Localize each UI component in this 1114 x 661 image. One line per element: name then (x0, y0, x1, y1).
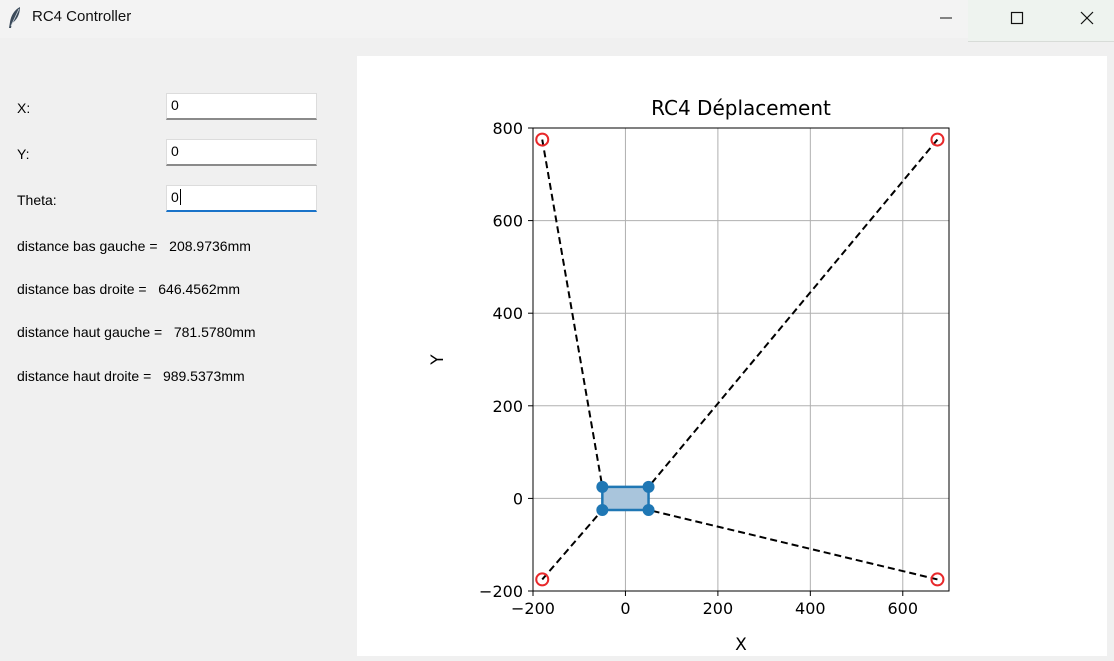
y-tick-label: 800 (492, 119, 523, 138)
x-label: X: (17, 100, 31, 116)
robot-corner-point (642, 503, 655, 516)
robot-corner-point (596, 503, 609, 516)
plot-frame (532, 127, 950, 592)
cable-line (541, 139, 604, 487)
distance-label: distance haut droite = (17, 368, 156, 384)
distance-label: distance bas gauche = (17, 238, 162, 254)
minimize-icon (940, 17, 952, 19)
deplacement-chart: −200 0 200 400 600 −200 0 200 400 600 800 RC4 Dépl… (428, 96, 950, 655)
robot-body (601, 485, 650, 512)
y-input-value: 0 (171, 143, 179, 159)
anchor-point (535, 572, 550, 587)
distance-bas-droite: distance bas droite = 646.4562mm (17, 281, 240, 297)
x-input-value: 0 (171, 97, 179, 113)
distance-value: 781.5780mm (173, 324, 256, 340)
y-tick-label: 0 (513, 489, 523, 508)
distance-haut-gauche: distance haut gauche = 781.5780mm (17, 324, 256, 340)
maximize-button[interactable] (994, 0, 1040, 36)
distance-bas-gauche: distance bas gauche = 208.9736mm (17, 238, 251, 254)
y-tick-label: 200 (492, 397, 523, 416)
distance-value: 989.5373mm (162, 368, 245, 384)
close-button[interactable] (1064, 0, 1110, 36)
cable-line (541, 509, 604, 581)
y-label: Y: (17, 146, 30, 162)
theta-input[interactable]: 0 (166, 185, 317, 212)
x-tick-label: 0 (620, 599, 630, 618)
x-tick-label: 400 (795, 599, 826, 618)
anchor-point (930, 132, 945, 147)
distance-haut-droite: distance haut droite = 989.5373mm (17, 368, 245, 384)
x-tick-label: −200 (511, 599, 555, 618)
x-input[interactable]: 0 (166, 93, 317, 120)
theta-input-value: 0 (171, 189, 179, 205)
window-title: RC4 Controller (32, 8, 132, 25)
y-tick-label: 400 (492, 304, 523, 323)
close-icon (1080, 11, 1094, 25)
text-caret (179, 189, 181, 205)
cable-line (648, 509, 938, 581)
y-input[interactable]: 0 (166, 139, 317, 166)
title-bar: RC4 Controller (0, 0, 1114, 38)
maximize-icon (1010, 11, 1024, 25)
y-tick-label: −200 (479, 582, 523, 601)
control-form: X: 0 Y: 0 Theta: 0 distance bas gauche =… (0, 38, 352, 661)
anchor-point (535, 132, 550, 147)
x-tick-label: 200 (703, 599, 734, 618)
distance-value: 208.9736mm (169, 238, 251, 254)
y-tick-label: 600 (492, 212, 523, 231)
plot-canvas: −200 0 200 400 600 −200 0 200 400 600 800 RC4 Dépl… (357, 56, 1107, 656)
anchor-point (930, 572, 945, 587)
minimize-button[interactable] (923, 0, 969, 36)
cable-line (647, 138, 939, 488)
distance-value: 646.4562mm (158, 281, 240, 297)
y-axis-label: Y (428, 354, 448, 366)
x-axis-label: X (735, 635, 747, 655)
robot-corner-point (596, 480, 609, 493)
x-tick-label: 600 (888, 599, 919, 618)
distance-label: distance bas droite = (17, 281, 151, 297)
chart-title: RC4 Déplacement (651, 96, 831, 120)
robot-corner-point (642, 480, 655, 493)
distance-label: distance haut gauche = (17, 324, 167, 340)
theta-label: Theta: (17, 192, 57, 208)
title-bar-controls (968, 0, 1114, 42)
feather-icon (6, 6, 26, 30)
